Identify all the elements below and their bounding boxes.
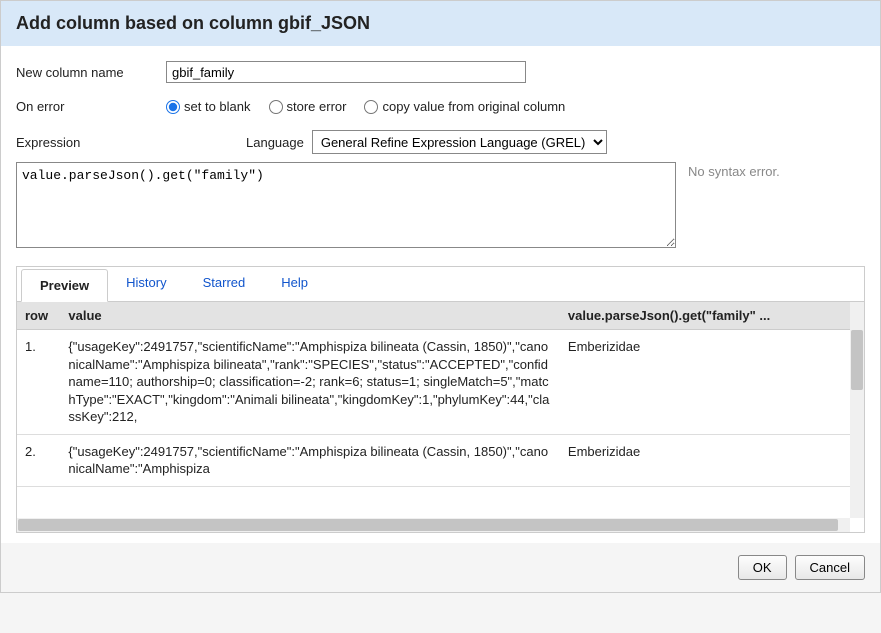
new-column-input[interactable]	[166, 61, 526, 83]
on-error-copy-radio[interactable]	[364, 100, 378, 114]
horizontal-scrollbar[interactable]	[17, 518, 850, 532]
on-error-radios: set to blank store error copy value from…	[166, 99, 577, 114]
row-result: Emberizidae	[560, 434, 864, 486]
preview-body: row value value.parseJson().get("family"…	[17, 302, 864, 532]
on-error-copy-label: copy value from original column	[382, 99, 565, 114]
add-column-dialog: Add column based on column gbif_JSON New…	[0, 0, 881, 593]
tab-help[interactable]: Help	[263, 267, 326, 301]
language-label: Language	[246, 135, 304, 150]
on-error-store[interactable]: store error	[269, 99, 347, 114]
on-error-row: On error set to blank store error copy v…	[16, 99, 865, 114]
on-error-blank-radio[interactable]	[166, 100, 180, 114]
vertical-scrollbar[interactable]	[850, 302, 864, 518]
expression-row: Expression Language General Refine Expre…	[16, 130, 865, 154]
tab-starred[interactable]: Starred	[185, 267, 264, 301]
row-value: {"usageKey":2491757,"scientificName":"Am…	[60, 434, 560, 486]
tab-bar: Preview History Starred Help	[17, 267, 864, 302]
on-error-copy[interactable]: copy value from original column	[364, 99, 565, 114]
vertical-scroll-thumb[interactable]	[851, 330, 863, 390]
on-error-blank-label: set to blank	[184, 99, 251, 114]
tab-preview[interactable]: Preview	[21, 269, 108, 302]
tab-history[interactable]: History	[108, 267, 184, 301]
expression-area-wrap: value.parseJson().get("family") No synta…	[16, 162, 865, 248]
ok-button[interactable]: OK	[738, 555, 787, 580]
preview-header-row: row value value.parseJson().get("family"…	[17, 302, 864, 330]
expression-textarea[interactable]: value.parseJson().get("family")	[16, 162, 676, 248]
on-error-blank[interactable]: set to blank	[166, 99, 251, 114]
preview-table: row value value.parseJson().get("family"…	[17, 302, 864, 487]
table-row: 2. {"usageKey":2491757,"scientificName":…	[17, 434, 864, 486]
col-value: value	[60, 302, 560, 330]
cancel-button[interactable]: Cancel	[795, 555, 865, 580]
row-number: 2.	[17, 434, 60, 486]
table-row: 1. {"usageKey":2491757,"scientificName":…	[17, 330, 864, 435]
horizontal-scroll-thumb[interactable]	[18, 519, 838, 531]
row-value: {"usageKey":2491757,"scientificName":"Am…	[60, 330, 560, 435]
syntax-message: No syntax error.	[688, 162, 780, 248]
dialog-title: Add column based on column gbif_JSON	[16, 13, 865, 34]
on-error-store-radio[interactable]	[269, 100, 283, 114]
tabs-container: Preview History Starred Help row value v…	[16, 266, 865, 533]
col-result: value.parseJson().get("family" ...	[560, 302, 864, 330]
row-number: 1.	[17, 330, 60, 435]
new-column-row: New column name	[16, 61, 865, 83]
row-result: Emberizidae	[560, 330, 864, 435]
col-row: row	[17, 302, 60, 330]
dialog-footer: OK Cancel	[1, 543, 880, 592]
expression-label: Expression	[16, 135, 166, 150]
dialog-header: Add column based on column gbif_JSON	[1, 1, 880, 46]
dialog-content: New column name On error set to blank st…	[1, 46, 880, 543]
language-select[interactable]: General Refine Expression Language (GREL…	[312, 130, 607, 154]
on-error-label: On error	[16, 99, 166, 114]
on-error-store-label: store error	[287, 99, 347, 114]
new-column-label: New column name	[16, 65, 166, 80]
